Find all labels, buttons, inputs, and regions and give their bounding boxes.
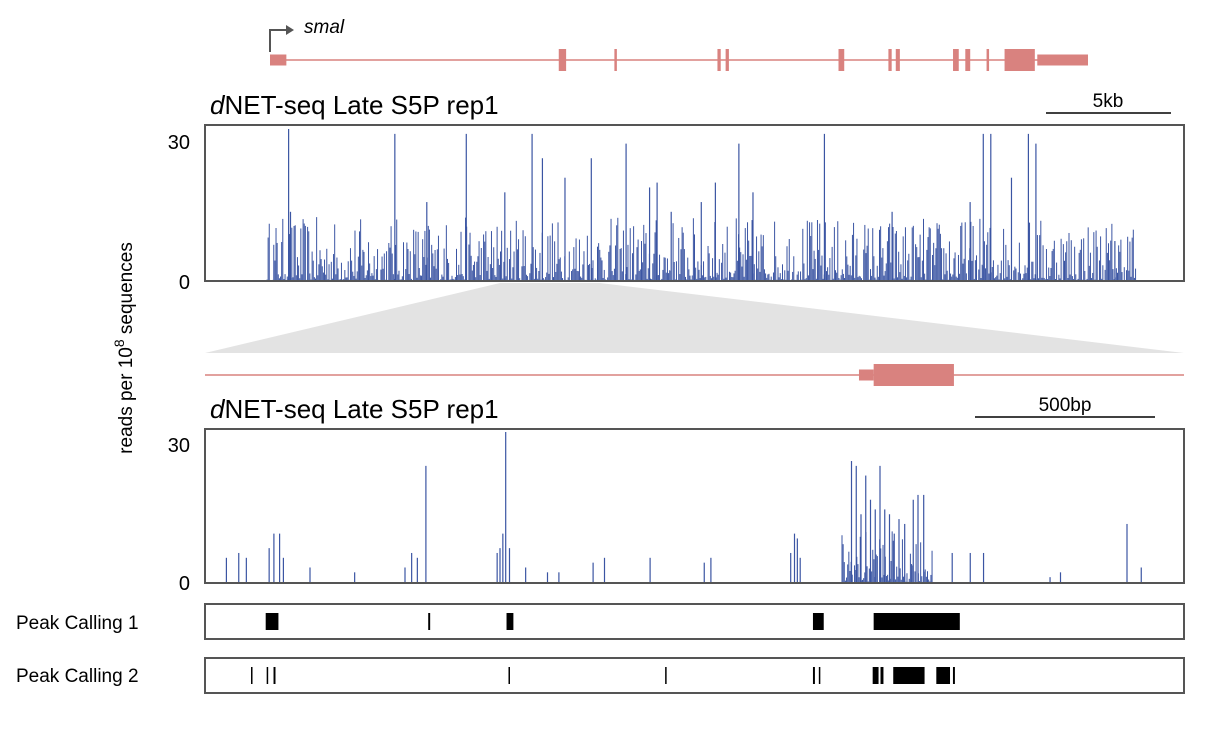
chart2-title: dNET-seq Late S5P rep1 [210,394,499,424]
peak-segment [952,667,955,684]
peak-segment [508,667,510,684]
peak-segment [812,613,824,630]
chart1-title-rest: NET-seq Late S5P rep1 [224,90,498,120]
peak-segment [812,667,815,684]
exon-block [270,54,287,66]
exon-block [873,364,954,386]
exon-block [838,49,845,71]
peak-track-2-label: Peak Calling 2 [16,666,139,687]
exon-block [965,49,971,71]
exon-block [888,49,892,71]
exon-block [1037,54,1088,66]
peak-segment [880,667,884,684]
peak-segment [818,667,821,684]
y-axis-label-prefix: reads per 10 [116,347,137,454]
gene-name-label: smal [304,17,345,38]
peak-segment [936,667,951,684]
peak-segment [251,667,253,684]
peak-segment [266,667,269,684]
exon-block [953,49,959,71]
peak-segment [873,613,960,630]
gene-model-top: smal [269,17,1088,71]
zoom-region-shading [205,283,1184,353]
tss-arrowhead-icon [286,25,294,35]
peak-track-1-frame [204,603,1185,640]
exon-block [725,49,729,71]
y-axis-label-suffix: sequences [116,242,137,339]
chart1-plot-area [266,129,1137,280]
gene-model-bottom [205,364,1184,386]
chart2-frame [204,428,1185,584]
chart2-ytick-0: 0 [179,573,190,595]
y-axis-label-exponent: 8 [111,339,127,347]
exon-block [717,49,721,71]
exon-block [895,49,900,71]
tss-arrow-icon [269,29,286,52]
peak-segment [265,613,279,630]
chart2-title-italic: d [210,394,226,424]
peak-segment [273,667,276,684]
exon-block [558,49,567,71]
chart2-ytick-30: 30 [168,435,190,457]
chart1-frame [204,124,1185,282]
peak-segment [872,667,879,684]
exon-block [858,369,874,381]
exon-block [1004,49,1035,71]
y-axis-label: reads per 108 sequences [111,242,137,454]
peak-segment [893,667,925,684]
chart1-ytick-30: 30 [168,132,190,154]
chart2-scale-label: 500bp [1039,395,1092,416]
chart1-scale-label: 5kb [1093,91,1124,112]
peak-segment [665,667,667,684]
exon-block [986,49,990,71]
peak-track-2-frame [204,657,1185,694]
exon-block [614,49,617,71]
peak-track-1-label: Peak Calling 1 [16,613,139,634]
peak-segment [428,613,431,630]
chart1-title: dNET-seq Late S5P rep1 [210,90,499,120]
chart1-ytick-0: 0 [179,272,190,294]
peak-segment [506,613,514,630]
chart2-plot-area [225,432,1142,582]
chart1-title-italic: d [210,90,226,120]
chart2-title-rest: NET-seq Late S5P rep1 [224,394,498,424]
